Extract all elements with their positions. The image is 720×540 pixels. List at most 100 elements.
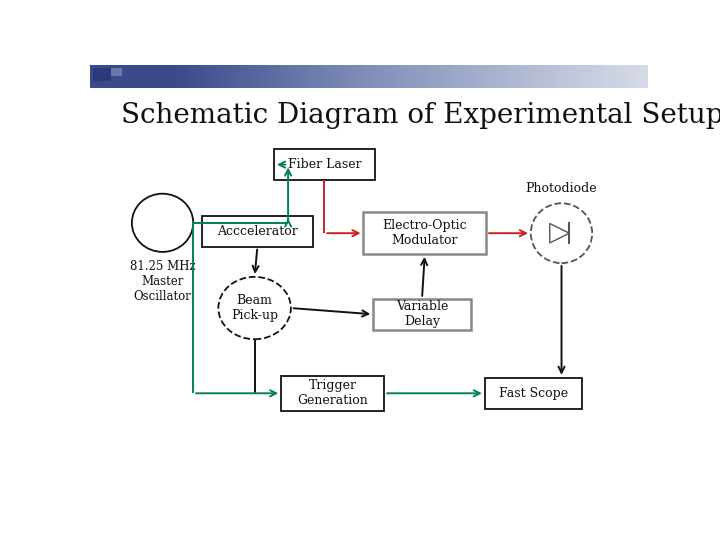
Bar <box>567 65 570 87</box>
Bar <box>190 65 193 87</box>
Bar <box>545 65 547 87</box>
Bar <box>215 65 218 87</box>
Bar <box>456 65 459 87</box>
Bar <box>562 65 564 87</box>
Bar <box>366 65 369 87</box>
Bar <box>240 65 243 87</box>
Bar <box>405 65 408 87</box>
Bar <box>453 65 456 87</box>
Bar <box>436 65 438 87</box>
Bar <box>281 376 384 411</box>
Bar <box>531 65 534 87</box>
Bar <box>489 65 492 87</box>
Bar <box>593 65 595 87</box>
Bar <box>305 65 307 87</box>
Bar <box>645 65 648 87</box>
Bar <box>324 65 327 87</box>
Bar <box>154 65 157 87</box>
Bar <box>419 65 422 87</box>
Bar <box>196 65 199 87</box>
Bar <box>400 65 402 87</box>
Bar <box>302 65 305 87</box>
Text: Schematic Diagram of Experimental Setup: Schematic Diagram of Experimental Setup <box>121 102 720 129</box>
Bar <box>171 65 174 87</box>
Bar <box>199 65 202 87</box>
Text: Fast Scope: Fast Scope <box>499 387 568 400</box>
Bar <box>459 65 461 87</box>
Text: Electro-Optic
Modulator: Electro-Optic Modulator <box>382 219 467 247</box>
Bar <box>603 65 606 87</box>
Bar <box>485 377 582 409</box>
Bar <box>364 212 486 254</box>
Bar <box>581 65 584 87</box>
Text: Acccelerator: Acccelerator <box>217 225 298 238</box>
Bar <box>508 65 511 87</box>
Bar <box>600 65 603 87</box>
Bar <box>629 65 631 87</box>
Bar <box>148 65 151 87</box>
Bar <box>151 65 154 87</box>
Bar <box>300 65 302 87</box>
Bar <box>374 65 377 87</box>
Bar <box>176 65 179 87</box>
Bar <box>327 65 330 87</box>
Bar <box>280 65 282 87</box>
Bar <box>578 65 581 87</box>
Bar <box>344 65 347 87</box>
Bar <box>140 65 143 87</box>
Bar <box>310 65 313 87</box>
Bar <box>349 65 352 87</box>
Bar <box>263 65 266 87</box>
Bar <box>347 65 349 87</box>
Bar <box>386 65 389 87</box>
Bar <box>258 65 260 87</box>
Bar <box>389 65 392 87</box>
Bar <box>444 65 447 87</box>
Bar <box>623 65 626 87</box>
Bar <box>316 65 319 87</box>
Bar <box>428 65 431 87</box>
Bar <box>204 65 207 87</box>
Bar <box>322 65 324 87</box>
Bar <box>556 65 559 87</box>
Bar <box>338 65 341 87</box>
Bar <box>486 65 489 87</box>
Bar <box>511 65 514 87</box>
Bar <box>145 65 148 87</box>
Bar <box>352 65 355 87</box>
Bar <box>246 65 249 87</box>
Bar <box>595 65 598 87</box>
Bar <box>118 65 121 87</box>
Bar <box>174 65 176 87</box>
Bar <box>526 65 528 87</box>
Bar <box>364 65 366 87</box>
Bar <box>539 65 542 87</box>
Bar <box>168 65 171 87</box>
Bar <box>503 65 505 87</box>
Bar <box>163 65 166 87</box>
Bar <box>553 65 556 87</box>
Bar <box>288 65 291 87</box>
Bar <box>166 65 168 87</box>
Bar <box>224 65 227 87</box>
Text: Variable
Delay: Variable Delay <box>396 300 448 328</box>
Bar <box>500 65 503 87</box>
Bar <box>380 65 383 87</box>
Bar <box>472 65 475 87</box>
Bar <box>481 65 483 87</box>
Bar <box>642 65 645 87</box>
Bar <box>615 65 617 87</box>
Bar <box>355 65 358 87</box>
Bar <box>637 65 639 87</box>
Bar <box>188 65 190 87</box>
Bar <box>269 65 271 87</box>
Bar <box>587 65 590 87</box>
Bar <box>294 65 297 87</box>
Bar <box>433 65 436 87</box>
Bar <box>160 65 163 87</box>
Bar <box>90 65 93 87</box>
Bar <box>115 65 118 87</box>
Bar <box>450 65 453 87</box>
Bar <box>542 65 545 87</box>
Bar <box>617 65 620 87</box>
